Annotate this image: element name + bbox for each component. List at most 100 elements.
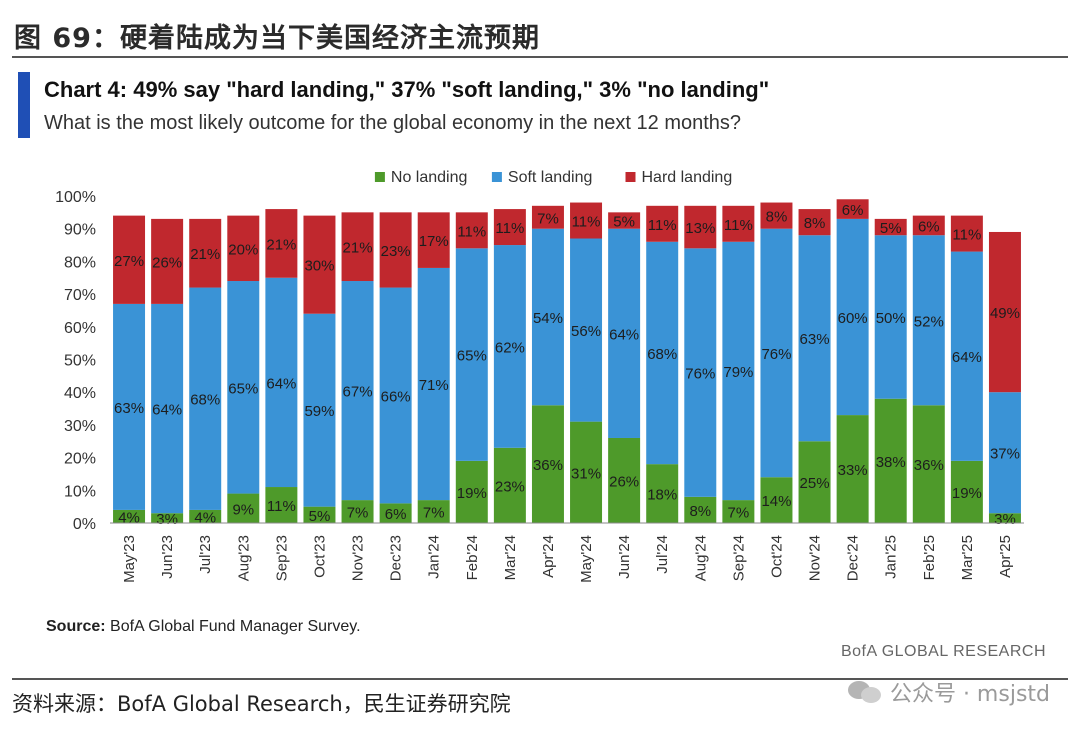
- data-label-hard-landing: 11%: [952, 227, 981, 244]
- bar-segment-hard-landing: [684, 205, 717, 249]
- data-label-hard-landing: 21%: [266, 236, 296, 253]
- legend-swatch-hard-landing: [625, 172, 636, 182]
- data-label-hard-landing: 21%: [190, 246, 220, 263]
- x-tick-label: May'23: [121, 535, 138, 583]
- y-tick-label: 40%: [64, 385, 96, 402]
- bar-segment-no-landing: [798, 441, 831, 523]
- bar-segment-hard-landing: [303, 215, 336, 314]
- bar-segment-soft-landing: [417, 267, 450, 501]
- chart-title: Chart 4: 49% say "hard landing," 37% "so…: [44, 77, 770, 102]
- x-tick-label: Dec'23: [388, 535, 405, 581]
- bar-segment-hard-landing: [227, 215, 260, 282]
- x-tick-label: Oct'24: [768, 535, 785, 578]
- bar-segment-no-landing: [570, 421, 603, 523]
- source-label: Source:: [46, 618, 106, 635]
- data-label-hard-landing: 7%: [537, 210, 559, 227]
- x-tick-label: Jul'23: [197, 535, 214, 574]
- x-tick-label: Sep'24: [730, 535, 747, 581]
- bar-segment-hard-landing: [760, 202, 793, 229]
- data-label-no-landing: 4%: [194, 509, 216, 526]
- data-label-hard-landing: 49%: [990, 305, 1020, 322]
- bar-segment-hard-landing: [988, 231, 1021, 393]
- bar-segment-hard-landing: [113, 215, 146, 304]
- bar-segment-hard-landing: [874, 218, 907, 236]
- bar-segment-hard-landing: [417, 212, 450, 268]
- data-label-soft-landing: 59%: [304, 403, 334, 420]
- x-tick-label: Apr'25: [997, 535, 1014, 578]
- bar-segment-no-landing: [836, 415, 869, 523]
- bar-segment-no-landing: [341, 500, 374, 523]
- x-tick-label: Dec'24: [845, 535, 862, 581]
- watermark: 公众号 · msjstd: [847, 676, 1050, 708]
- bar-segment-soft-landing: [570, 238, 603, 422]
- source-text: BofA Global Fund Manager Survey.: [110, 618, 361, 635]
- data-label-hard-landing: 27%: [114, 253, 144, 270]
- data-label-soft-landing: 65%: [228, 380, 258, 397]
- data-label-no-landing: 7%: [347, 505, 369, 522]
- bar-segment-soft-landing: [608, 228, 641, 438]
- data-label-no-landing: 6%: [385, 506, 407, 523]
- data-label-no-landing: 11%: [267, 498, 296, 515]
- data-label-hard-landing: 13%: [685, 220, 715, 237]
- data-label-no-landing: 14%: [761, 493, 791, 510]
- data-label-hard-landing: 5%: [613, 214, 635, 231]
- bar-segment-no-landing: [417, 500, 450, 523]
- bar-segment-hard-landing: [341, 212, 374, 282]
- bar-segment-soft-landing: [760, 228, 793, 478]
- data-label-soft-landing: 63%: [114, 400, 144, 417]
- bar-segment-no-landing: [379, 503, 412, 523]
- data-label-soft-landing: 63%: [800, 331, 830, 348]
- data-label-soft-landing: 56%: [571, 323, 601, 340]
- data-label-no-landing: 9%: [232, 501, 254, 518]
- title-accent-bar: [18, 72, 30, 138]
- data-label-soft-landing: 64%: [952, 349, 982, 366]
- legend-label-soft-landing: Soft landing: [508, 169, 593, 186]
- data-label-soft-landing: 37%: [990, 446, 1020, 463]
- bar-segment-soft-landing: [798, 235, 831, 442]
- bar-segment-no-landing: [455, 460, 488, 523]
- y-tick-label: 90%: [64, 222, 96, 239]
- x-tick-label: Feb'25: [921, 535, 938, 580]
- bar-segment-hard-landing: [836, 199, 869, 219]
- data-label-soft-landing: 68%: [190, 392, 220, 409]
- data-label-no-landing: 19%: [952, 485, 982, 502]
- data-origin: 资料来源：BofA Global Research，民生证券研究院: [12, 692, 511, 716]
- x-tick-label: Nov'24: [807, 535, 824, 581]
- bar-segment-soft-landing: [341, 281, 374, 501]
- data-label-soft-landing: 65%: [457, 348, 487, 365]
- data-label-hard-landing: 5%: [880, 220, 902, 237]
- data-label-no-landing: 3%: [156, 511, 178, 528]
- y-tick-label: 10%: [64, 483, 96, 500]
- bar-segment-soft-landing: [722, 241, 755, 501]
- bar-segment-soft-landing: [455, 248, 488, 461]
- data-label-hard-landing: 21%: [343, 240, 373, 257]
- bar-segment-soft-landing: [113, 303, 146, 510]
- data-label-no-landing: 7%: [423, 505, 445, 522]
- bar-segment-soft-landing: [379, 287, 412, 504]
- x-tick-label: Sep'23: [273, 535, 290, 581]
- data-label-hard-landing: 20%: [228, 241, 258, 258]
- x-tick-label: Jun'23: [159, 535, 176, 579]
- bar-segment-hard-landing: [646, 205, 679, 242]
- x-tick-label: Feb'24: [464, 535, 481, 580]
- data-label-soft-landing: 76%: [761, 346, 791, 363]
- data-label-hard-landing: 11%: [724, 217, 753, 234]
- data-label-soft-landing: 60%: [838, 310, 868, 327]
- data-label-soft-landing: 52%: [914, 313, 944, 330]
- bar-segment-no-landing: [303, 506, 336, 523]
- x-tick-label: Mar'24: [502, 535, 519, 580]
- x-tick-label: Jul'24: [654, 535, 671, 574]
- bar-segment-hard-landing: [379, 212, 412, 288]
- bar-segment-hard-landing: [798, 209, 831, 236]
- data-label-hard-landing: 6%: [842, 202, 864, 219]
- y-tick-label: 20%: [64, 451, 96, 468]
- y-tick-label: 0%: [73, 516, 96, 533]
- bar-segment-no-landing: [988, 513, 1021, 523]
- bar-segment-hard-landing: [265, 209, 298, 278]
- data-label-hard-landing: 8%: [804, 215, 826, 232]
- bar-segment-soft-landing: [988, 392, 1021, 514]
- x-tick-label: Aug'23: [235, 535, 252, 581]
- data-label-soft-landing: 64%: [152, 402, 182, 419]
- data-label-hard-landing: 11%: [457, 223, 486, 240]
- figure-title: 图 69：硬着陆成为当下美国经济主流预期: [14, 23, 540, 54]
